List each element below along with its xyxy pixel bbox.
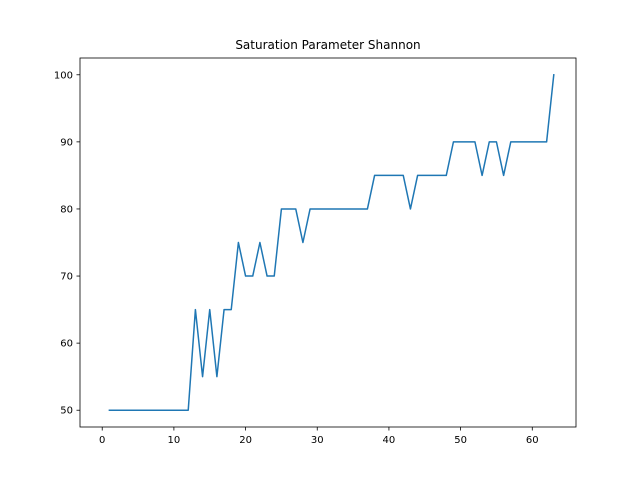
y-tick-label: 70 xyxy=(60,272,73,283)
x-tick-label: 10 xyxy=(168,435,181,446)
x-tick-label: 0 xyxy=(99,435,105,446)
y-tick-label: 60 xyxy=(60,339,73,350)
series-line-0 xyxy=(108,73,555,411)
x-tick-label: 40 xyxy=(383,435,396,446)
x-tick-label: 30 xyxy=(311,435,324,446)
chart-title: Saturation Parameter Shannon xyxy=(235,38,420,52)
axes-frame xyxy=(79,57,577,428)
plot-area: 0 10 20 30 40 50 60 50 60 70 80 90 100 xyxy=(54,57,577,446)
x-tick-label: 50 xyxy=(454,435,467,446)
y-tick-label: 50 xyxy=(60,406,73,417)
x-tick-label: 60 xyxy=(526,435,539,446)
y-tick-label: 100 xyxy=(54,70,73,81)
x-tick-label: 20 xyxy=(239,435,252,446)
y-tick-label: 80 xyxy=(60,204,73,215)
y-tick-label: 90 xyxy=(60,137,73,148)
